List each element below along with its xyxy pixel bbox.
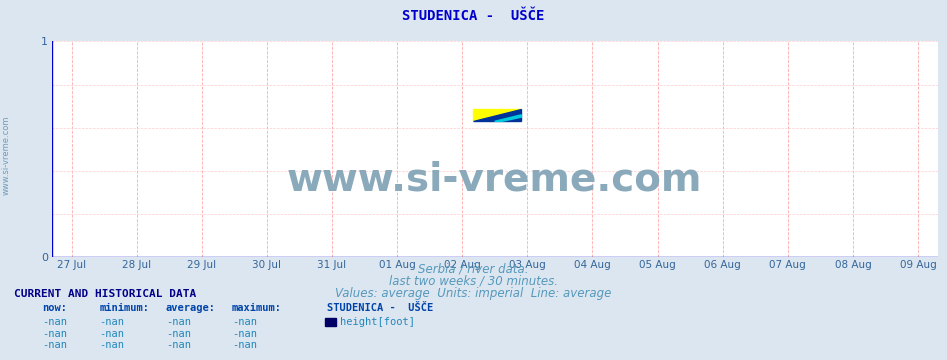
Text: height[foot]: height[foot] <box>340 317 415 327</box>
Text: now:: now: <box>43 303 67 314</box>
Text: www.si-vreme.com: www.si-vreme.com <box>287 161 703 199</box>
Text: STUDENICA -  UŠČE: STUDENICA - UŠČE <box>402 9 545 23</box>
Text: -nan: -nan <box>43 317 67 327</box>
Polygon shape <box>494 115 522 121</box>
Polygon shape <box>473 109 522 121</box>
Text: last two weeks / 30 minutes.: last two weeks / 30 minutes. <box>389 275 558 288</box>
Text: minimum:: minimum: <box>99 303 150 314</box>
Text: -nan: -nan <box>99 317 124 327</box>
Text: Values: average  Units: imperial  Line: average: Values: average Units: imperial Line: av… <box>335 287 612 300</box>
Text: -nan: -nan <box>43 329 67 339</box>
Text: -nan: -nan <box>166 329 190 339</box>
Text: -nan: -nan <box>232 341 257 351</box>
Text: -nan: -nan <box>43 341 67 351</box>
Text: -nan: -nan <box>99 341 124 351</box>
Text: average:: average: <box>166 303 216 314</box>
Text: www.si-vreme.com: www.si-vreme.com <box>2 115 11 194</box>
Text: CURRENT AND HISTORICAL DATA: CURRENT AND HISTORICAL DATA <box>14 289 196 299</box>
Text: Serbia / river data.: Serbia / river data. <box>419 263 528 276</box>
Text: -nan: -nan <box>232 317 257 327</box>
Text: -nan: -nan <box>232 329 257 339</box>
Text: STUDENICA -  UŠČE: STUDENICA - UŠČE <box>327 303 433 314</box>
Text: maximum:: maximum: <box>232 303 282 314</box>
Text: -nan: -nan <box>166 317 190 327</box>
Text: -nan: -nan <box>166 341 190 351</box>
Polygon shape <box>473 109 522 121</box>
Text: -nan: -nan <box>99 329 124 339</box>
